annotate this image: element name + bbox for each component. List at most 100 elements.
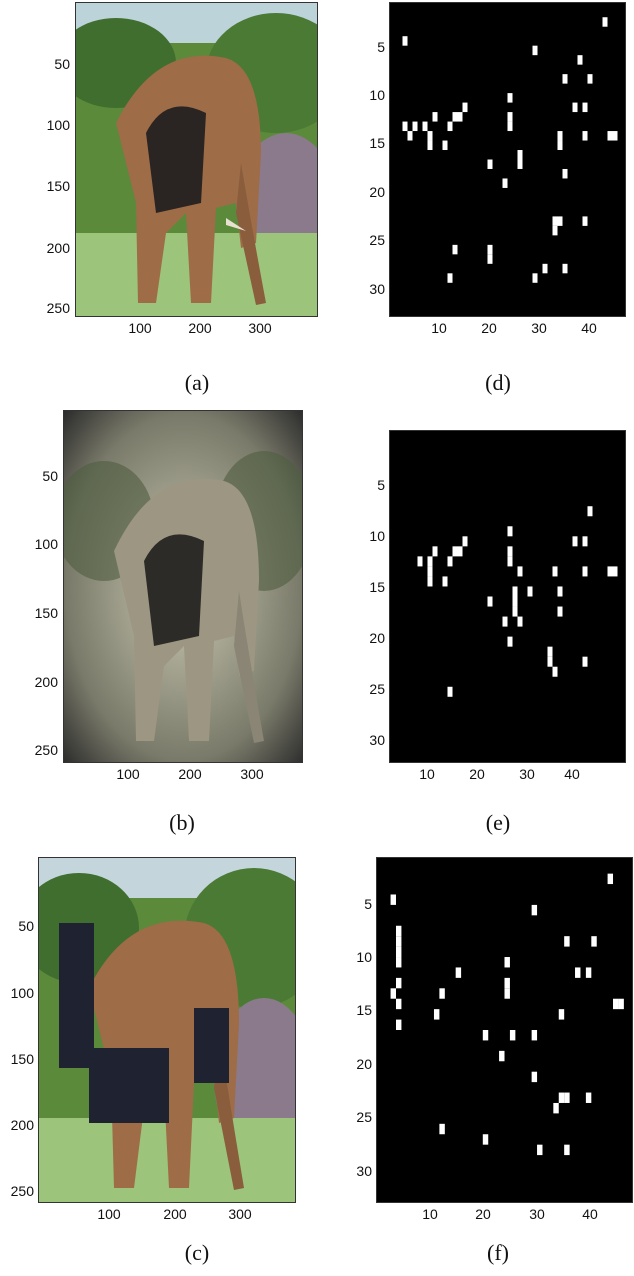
heatmap-cell-e-25 xyxy=(557,586,563,597)
heatmap-cell-e-33 xyxy=(552,666,558,677)
y-tick-f-30: 30 xyxy=(356,1163,372,1179)
heatmap-cell-f-14 xyxy=(390,988,396,999)
heatmap-cell-f-21 xyxy=(613,998,619,1010)
y-tick-a-200: 200 xyxy=(46,240,70,256)
heatmap-cell-f-32 xyxy=(585,1092,592,1103)
heatmap-cell-d-17 xyxy=(422,121,428,132)
map-d-frame xyxy=(389,2,626,317)
heatmap-cell-f-33 xyxy=(439,1123,445,1135)
image-a-frame xyxy=(75,2,318,317)
x-tick-f-40: 40 xyxy=(582,1206,598,1222)
heatmap-cell-d-0 xyxy=(602,17,608,27)
heatmap-cell-f-4 xyxy=(395,936,402,947)
caption-c: (c) xyxy=(184,1240,210,1265)
heatmap-cell-d-34 xyxy=(557,216,563,226)
x-tick-d-20: 20 xyxy=(481,320,497,336)
heatmap-cell-f-30 xyxy=(564,1092,570,1103)
heatmap-cell-d-8 xyxy=(462,102,468,113)
heatmap-cell-f-26 xyxy=(531,1030,538,1041)
x-tick-b-200: 200 xyxy=(178,766,202,782)
heatmap-cell-f-35 xyxy=(537,1144,543,1156)
heatmap-cell-d-40 xyxy=(562,263,568,274)
heatmap-cell-e-22 xyxy=(512,596,518,607)
heatmap-cell-f-1 xyxy=(390,894,396,905)
heatmap-cell-d-10 xyxy=(452,112,458,122)
y-tick-b-250: 250 xyxy=(34,742,58,758)
heatmap-cell-e-1 xyxy=(507,526,513,537)
heatmap-cell-d-24 xyxy=(557,140,563,151)
heatmap-cell-e-0 xyxy=(587,506,593,517)
elephant-photo-occluded xyxy=(39,858,295,1202)
x-tick-c-100: 100 xyxy=(97,1206,121,1222)
heatmap-cell-d-2 xyxy=(532,45,538,56)
heatmap-cell-f-31 xyxy=(553,1102,559,1114)
y-tick-e-30: 30 xyxy=(369,732,385,748)
heatmap-cell-d-42 xyxy=(532,273,538,283)
heatmap-cell-d-26 xyxy=(607,131,613,141)
y-tick-e-25: 25 xyxy=(369,681,385,697)
heatmap-cell-e-8 xyxy=(507,546,513,557)
y-tick-f-5: 5 xyxy=(364,896,372,912)
y-tick-d-10: 10 xyxy=(369,87,385,103)
x-tick-f-30: 30 xyxy=(529,1206,545,1222)
heatmap-cell-d-5 xyxy=(587,74,593,84)
heatmap-cell-d-31 xyxy=(502,178,508,188)
heatmap-cell-d-14 xyxy=(507,121,513,132)
heatmap-cell-f-16 xyxy=(395,998,402,1010)
heatmap-cell-f-12 xyxy=(455,967,462,978)
y-tick-b-200: 200 xyxy=(34,674,58,690)
heatmap-cell-d-1 xyxy=(402,36,408,46)
x-tick-a-100: 100 xyxy=(128,320,152,336)
heatmap-cell-f-2 xyxy=(531,904,538,916)
x-tick-b-300: 300 xyxy=(240,766,264,782)
heatmap-cell-d-15 xyxy=(402,121,408,132)
heatmap-cell-e-3 xyxy=(582,536,588,547)
heatmap-cell-f-29 xyxy=(558,1092,565,1103)
heatmap-cell-e-21 xyxy=(512,586,518,597)
y-tick-b-150: 150 xyxy=(34,605,58,621)
heatmap-cell-f-27 xyxy=(499,1050,505,1062)
heatmap-cell-d-35 xyxy=(552,225,558,236)
y-tick-e-15: 15 xyxy=(369,579,385,595)
y-tick-a-100: 100 xyxy=(46,117,70,133)
heatmap-cell-d-41 xyxy=(542,263,548,274)
y-tick-c-100: 100 xyxy=(10,985,34,1001)
heatmap-cell-f-15 xyxy=(439,988,445,999)
binary-map-d xyxy=(402,17,618,283)
heatmap-cell-d-33 xyxy=(552,216,558,226)
y-tick-d-20: 20 xyxy=(369,184,385,200)
y-tick-c-250: 250 xyxy=(10,1183,34,1199)
heatmap-cell-d-6 xyxy=(572,102,578,113)
elephant-photo-original xyxy=(76,3,317,316)
x-tick-d-10: 10 xyxy=(431,320,447,336)
heatmap-cell-e-30 xyxy=(507,636,513,647)
y-tick-d-5: 5 xyxy=(377,39,385,55)
heatmap-cell-d-43 xyxy=(447,273,453,283)
heatmap-cell-d-9 xyxy=(457,112,463,122)
heatmap-cell-d-23 xyxy=(557,131,563,141)
y-tick-c-50: 50 xyxy=(18,918,34,934)
heatmap-cell-f-20 xyxy=(558,1009,565,1020)
heatmap-cell-e-27 xyxy=(557,606,563,617)
heatmap-cell-f-22 xyxy=(618,998,624,1010)
image-b-frame xyxy=(63,410,303,763)
elephant-photo-vignette xyxy=(64,411,302,762)
x-tick-e-20: 20 xyxy=(469,766,485,782)
heatmap-cell-d-20 xyxy=(427,131,433,141)
image-c-frame xyxy=(38,857,296,1203)
heatmap-cell-e-15 xyxy=(442,576,448,587)
heatmap-cell-f-7 xyxy=(564,936,570,947)
heatmap-cell-e-20 xyxy=(517,566,523,577)
heatmap-cell-d-19 xyxy=(407,131,413,141)
heatmap-cell-e-18 xyxy=(607,566,613,577)
heatmap-cell-d-13 xyxy=(507,112,513,122)
heatmap-cell-e-10 xyxy=(417,556,423,567)
heatmap-cell-e-28 xyxy=(502,616,508,627)
heatmap-cell-d-27 xyxy=(612,131,618,141)
y-tick-e-5: 5 xyxy=(377,477,385,493)
y-tick-f-15: 15 xyxy=(356,1002,372,1018)
heatmap-cell-f-0 xyxy=(607,873,614,885)
x-tick-d-40: 40 xyxy=(581,320,597,336)
caption-d: (d) xyxy=(485,370,511,395)
heatmap-cell-e-35 xyxy=(447,686,453,697)
